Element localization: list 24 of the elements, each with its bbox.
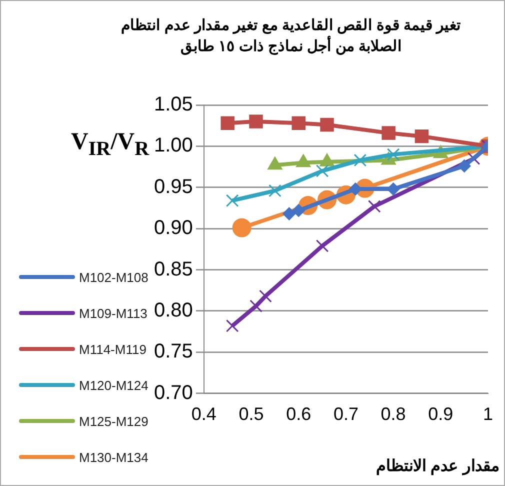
legend-label: M114-M119 <box>79 342 146 356</box>
legend-label: M125-M129 <box>79 414 148 428</box>
x-tick-label: 0.7 <box>333 404 358 424</box>
legend-label: M120-M124 <box>79 378 148 392</box>
y-tick-label: 0.90 <box>154 217 193 240</box>
x-tick-label: 0.5 <box>238 404 264 424</box>
y-tick-label: 0.70 <box>154 382 193 404</box>
y-axis-title: V$_{IR}$/V$_{R}$ <box>71 129 150 161</box>
y-tick-label: 1.05 <box>154 94 193 116</box>
x-tick-label: 0.6 <box>286 404 312 424</box>
x-tick-label: 1 <box>482 404 494 424</box>
x-tick-label: 0.4 <box>191 404 216 424</box>
x-tick-label: 0.9 <box>428 404 454 424</box>
legend-label: M102-M108 <box>79 270 148 284</box>
legend-label: M130-M134 <box>79 450 148 464</box>
y-tick-label: 1.00 <box>154 134 193 157</box>
x-axis-title: مقدار عدم الانتظام <box>376 457 500 476</box>
legend-label: M109-M113 <box>79 306 148 320</box>
chart-title: تغير قيمة قوة القص القاعدية مع تغير مقدار عدم انتظام الصلابة من أجل نماذج ذات ١٥ طابق <box>120 16 462 57</box>
y-tick-label: 0.80 <box>154 300 193 322</box>
y-tick-label: 0.85 <box>154 258 193 280</box>
y-tick-label: 0.75 <box>154 340 193 363</box>
x-tick-label: 0.8 <box>380 404 406 424</box>
y-tick-label: 0.95 <box>154 176 193 198</box>
